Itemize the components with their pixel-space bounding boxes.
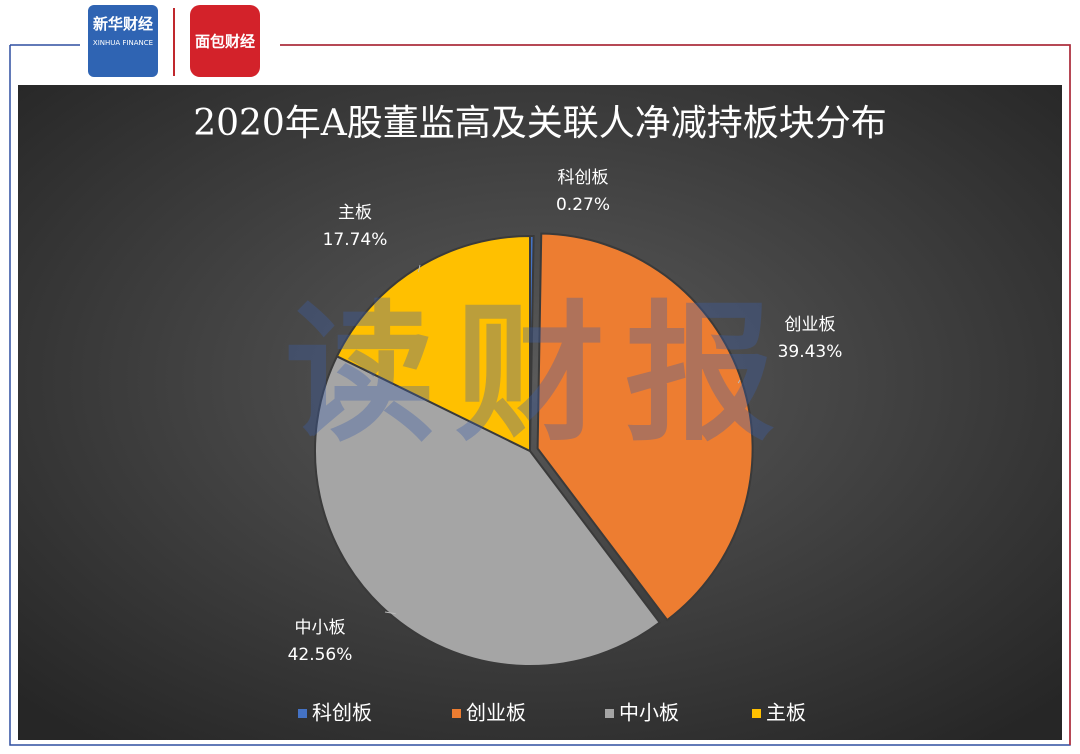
legend-label: 科创板 bbox=[312, 701, 372, 725]
data-label-value: 39.43% bbox=[778, 342, 843, 362]
legend-swatch bbox=[605, 709, 614, 718]
logo-text: 面包财经 bbox=[195, 33, 255, 51]
legend-label: 创业板 bbox=[466, 701, 526, 725]
chart-title: 2020年A股董监高及关联人净减持板块分布 bbox=[193, 103, 887, 144]
leader-line bbox=[737, 379, 741, 384]
pie-slice bbox=[335, 234, 531, 453]
logo-box bbox=[190, 5, 260, 77]
watermark: 读财报 bbox=[285, 288, 795, 462]
data-label-name: 主板 bbox=[338, 203, 372, 223]
legend-label: 主板 bbox=[766, 701, 806, 725]
logo-box bbox=[88, 5, 158, 77]
data-label-value: 0.27% bbox=[556, 195, 610, 215]
data-label-name: 创业板 bbox=[785, 315, 836, 335]
legend-swatch bbox=[752, 709, 761, 718]
legend-swatch bbox=[452, 709, 461, 718]
legend-swatch bbox=[298, 709, 307, 718]
logo-subtext: XINHUA FINANCE bbox=[93, 39, 153, 47]
pie-slice bbox=[536, 232, 754, 622]
data-label-name: 中小板 bbox=[295, 618, 346, 638]
data-label-value: 17.74% bbox=[323, 230, 388, 250]
pie-slice bbox=[314, 354, 662, 667]
data-label-value: 42.56% bbox=[288, 645, 353, 665]
logo-text: 新华财经 bbox=[93, 15, 153, 33]
data-label-name: 科创板 bbox=[558, 168, 609, 188]
leader-line bbox=[384, 611, 396, 615]
legend-label: 中小板 bbox=[619, 701, 679, 725]
pie: 科创板 0.27% 创业板 39.43% 中小板 42.56% 主板 17.74% bbox=[288, 168, 843, 667]
leader-line bbox=[417, 264, 421, 273]
frame-red bbox=[280, 44, 1071, 745]
